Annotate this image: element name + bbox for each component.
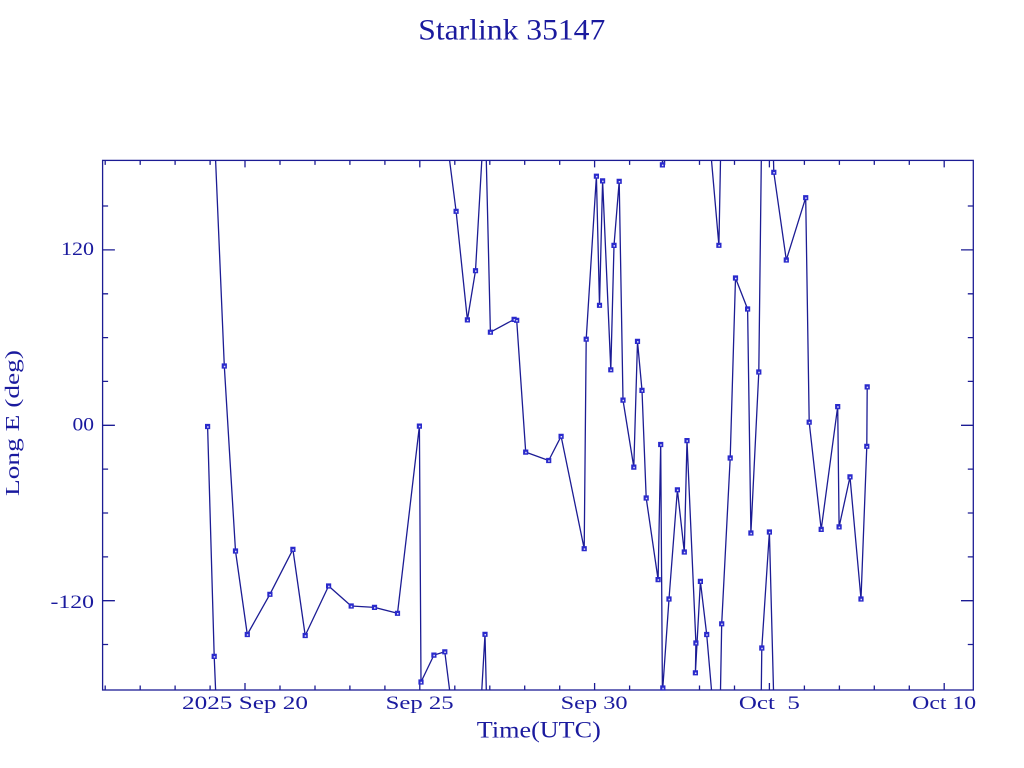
svg-text:120: 120 xyxy=(61,239,94,260)
svg-text:Long E (deg): Long E (deg) xyxy=(2,350,24,496)
svg-text:2025 Sep 20: 2025 Sep 20 xyxy=(182,693,308,714)
svg-text:Oct 10: Oct 10 xyxy=(912,693,976,714)
svg-text:00: 00 xyxy=(73,415,95,436)
svg-text:Starlink 35147: Starlink 35147 xyxy=(418,14,605,47)
svg-text:Sep 25: Sep 25 xyxy=(386,693,454,714)
svg-text:Time(UTC): Time(UTC) xyxy=(477,718,601,743)
svg-text:Oct 5: Oct 5 xyxy=(739,693,800,714)
svg-text:Sep 30: Sep 30 xyxy=(561,693,628,714)
svg-text:-120: -120 xyxy=(51,592,95,613)
